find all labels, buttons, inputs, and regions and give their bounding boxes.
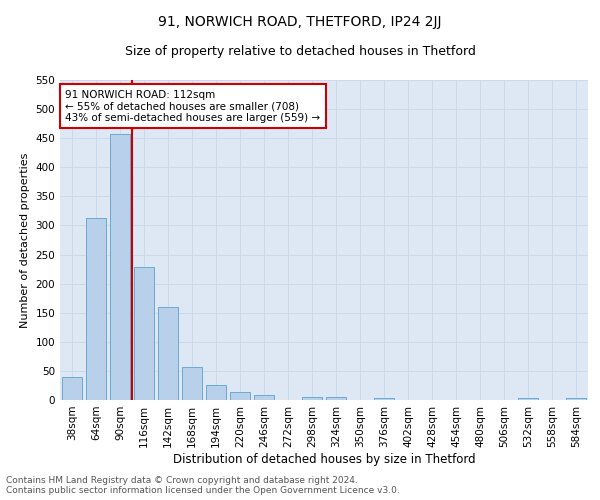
Bar: [566, 398, 586, 400]
Bar: [62, 378, 82, 400]
X-axis label: Distribution of detached houses by size in Thetford: Distribution of detached houses by size …: [173, 452, 475, 466]
Bar: [518, 398, 538, 400]
Bar: [134, 268, 154, 400]
Bar: [206, 385, 226, 400]
Text: Contains HM Land Registry data © Crown copyright and database right 2024.
Contai: Contains HM Land Registry data © Crown c…: [6, 476, 400, 495]
Y-axis label: Number of detached properties: Number of detached properties: [20, 152, 30, 328]
Bar: [302, 397, 322, 400]
Bar: [182, 367, 202, 400]
Bar: [254, 395, 274, 400]
Bar: [326, 397, 346, 400]
Text: 91 NORWICH ROAD: 112sqm
← 55% of detached houses are smaller (708)
43% of semi-d: 91 NORWICH ROAD: 112sqm ← 55% of detache…: [65, 90, 320, 123]
Bar: [158, 308, 178, 400]
Bar: [230, 392, 250, 400]
Text: Size of property relative to detached houses in Thetford: Size of property relative to detached ho…: [125, 45, 475, 58]
Text: 91, NORWICH ROAD, THETFORD, IP24 2JJ: 91, NORWICH ROAD, THETFORD, IP24 2JJ: [158, 15, 442, 29]
Bar: [86, 218, 106, 400]
Bar: [110, 134, 130, 400]
Bar: [374, 398, 394, 400]
